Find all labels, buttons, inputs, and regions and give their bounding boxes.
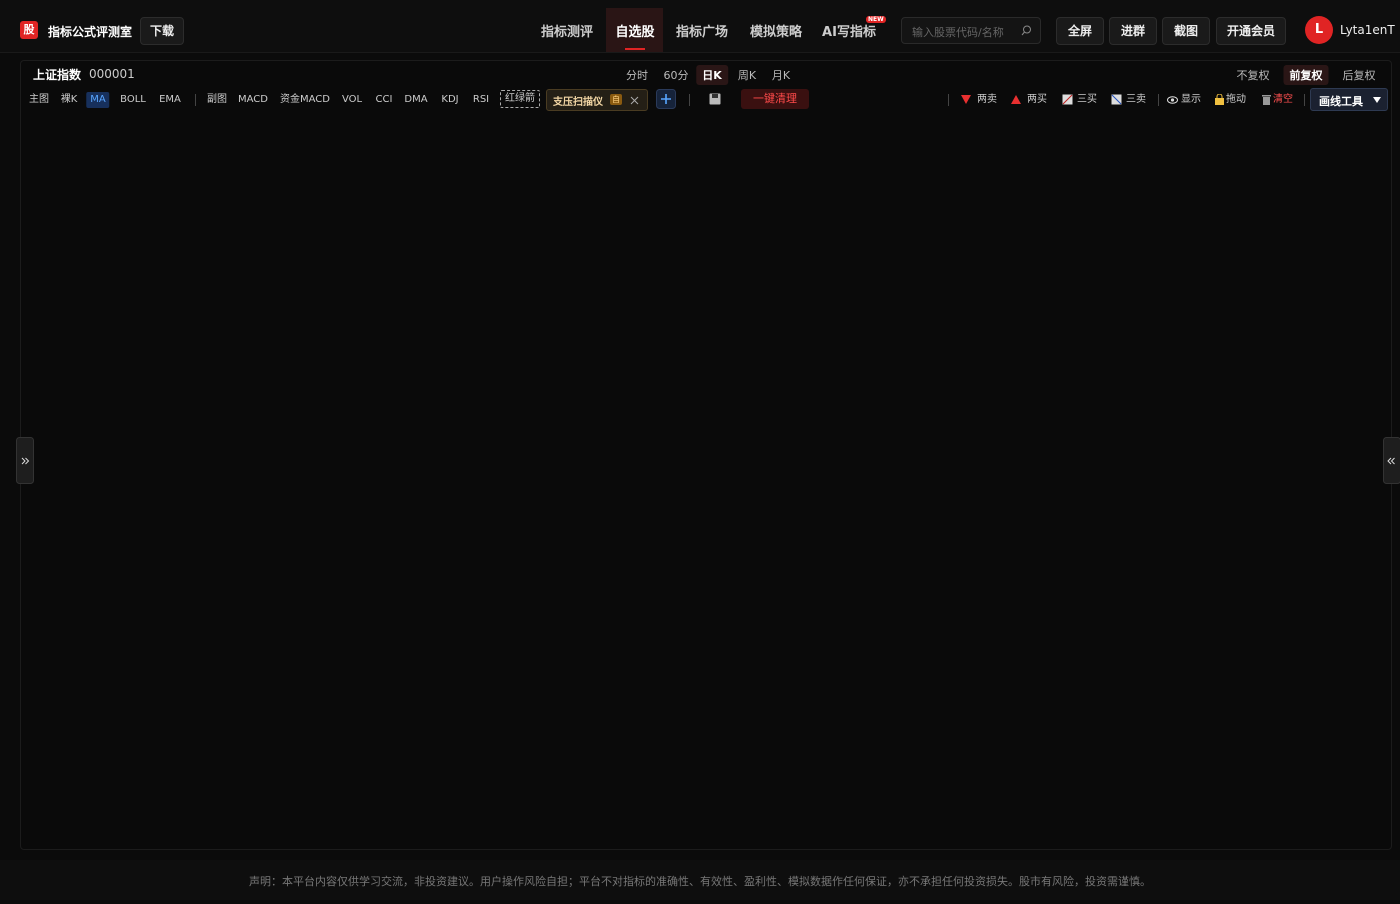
separator [948,94,949,106]
site-title: 指标公式评测室 [48,23,132,40]
period-tab[interactable]: 分时 [626,67,648,83]
signal[interactable]: 三买 [1077,93,1097,107]
footer: 声明：本平台内容仅供学习交流，非投资建议。用户操作风险自担；平台不对指标的准确性… [0,860,1400,900]
signal[interactable]: 三卖 [1126,93,1146,107]
username[interactable]: Lyta1enT [1340,23,1395,37]
signal[interactable]: 两买 [1027,93,1047,107]
draw-tool-label: 画线工具 [1319,93,1363,109]
signal[interactable]: 两卖 [977,93,997,107]
save-icon[interactable] [709,93,721,105]
main-label: 主图 [29,93,49,107]
stock-code: 000001 [89,67,135,81]
add-button[interactable] [656,89,676,109]
nav-item[interactable]: AI写指标 [822,21,876,40]
nav-item[interactable]: 模拟策略 [750,21,802,40]
header-button[interactable]: 开通会员 [1216,17,1286,45]
right-collapse[interactable] [1383,437,1400,484]
dashed-indicator[interactable]: 红绿箭 [500,90,540,108]
draw-tool-button[interactable]: 画线工具 [1310,88,1388,111]
header-button[interactable]: 进群 [1109,17,1157,45]
custom-tag[interactable]: 支压扫描仪 自 [546,89,648,111]
avatar[interactable]: L [1305,16,1333,44]
close-icon[interactable] [630,96,639,105]
clear-button[interactable]: 一键清理 [741,89,809,109]
separator [1158,94,1159,106]
nav-item[interactable]: 指标广场 [676,21,728,40]
separator [1304,94,1305,106]
logo: 股 [20,21,38,39]
disclaimer: 声明：本平台内容仅供学习交流，非投资建议。用户操作风险自担；平台不对指标的准确性… [249,875,1151,888]
chart-card [20,60,1392,850]
sub-indicator[interactable]: KDJ [441,93,458,107]
new-badge: NEW [866,16,886,23]
line-icon [1062,94,1073,105]
custom-tag-name: 支压扫描仪 [553,93,603,108]
separator [689,94,690,106]
main-indicator[interactable]: 裸K [61,93,78,107]
trash-icon [1262,94,1271,105]
sub-label: 副图 [207,93,227,107]
search-icon [1021,25,1032,36]
period-tab[interactable]: 月K [772,67,790,83]
download-button[interactable]: 下载 [140,17,184,45]
main-indicator[interactable]: EMA [159,93,181,107]
sell-icon [961,95,971,104]
tool[interactable]: 显示 [1181,93,1201,107]
nav-item[interactable]: 自选股 [615,21,654,40]
stock-name: 上证指数 [33,66,81,83]
period-tab[interactable]: 60分 [664,67,689,83]
buy-icon [1011,95,1021,104]
tool[interactable]: 拖动 [1226,93,1246,107]
sub-indicator[interactable]: CCI [376,93,393,107]
lock-icon [1215,94,1224,105]
separator [195,94,196,106]
left-collapse[interactable] [16,437,34,484]
period-tab[interactable]: 日K [696,65,728,85]
main-indicator[interactable]: BOLL [120,93,146,107]
dropdown-icon [1373,97,1381,103]
search-box[interactable]: 输入股票代码/名称 [901,17,1041,44]
header-button[interactable]: 截图 [1162,17,1210,45]
custom-tag-badge: 自 [610,94,622,105]
adjust-tab[interactable]: 后复权 [1343,67,1376,83]
search-placeholder: 输入股票代码/名称 [912,24,1004,40]
line-icon [1111,94,1122,105]
adjust-tab[interactable]: 不复权 [1237,67,1270,83]
sub-indicator[interactable]: MACD [238,93,268,107]
sub-indicator[interactable]: RSI [473,93,489,107]
sub-indicator[interactable]: DMA [404,93,427,107]
tool[interactable]: 清空 [1273,93,1293,107]
adjust-tab[interactable]: 前复权 [1284,65,1329,85]
eye-icon [1167,96,1178,104]
nav-item[interactable]: 指标测评 [541,21,593,40]
main-indicator[interactable]: MA [86,92,109,108]
header-button[interactable]: 全屏 [1056,17,1104,45]
period-tab[interactable]: 周K [738,67,756,83]
nav-underline [625,48,645,50]
sub-indicator[interactable]: VOL [342,93,362,107]
header: 股 指标公式评测室 下载 指标测评 自选股 指标广场 模拟策略 AI写指标 NE… [0,0,1400,53]
sub-indicator[interactable]: 资金MACD [280,93,330,107]
